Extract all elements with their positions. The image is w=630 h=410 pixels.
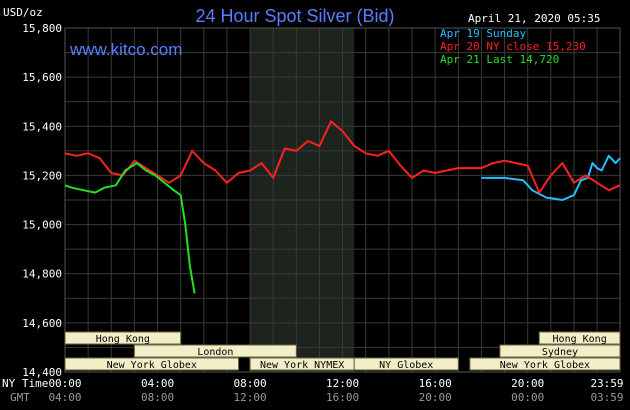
y-tick-label: 14,800 [22,268,62,281]
y-axis-unit: USD/oz [3,6,43,19]
session-bar-label: NY Globex [379,360,433,371]
x-axis-ticks: 00:0004:0004:0008:0008:0012:0012:0016:00… [48,377,623,404]
legend-entry-2: Apr 20 NY close 15,230 [440,40,586,53]
series-line-2 [64,120,621,194]
session-bar-label: Sydney [542,347,578,358]
x-tick-label-gmt: 08:00 [141,391,174,404]
x-tick-label-ny: 08:00 [234,377,267,390]
date-time-label: April 21, 2020 05:35 [468,12,600,25]
x-tick-label-ny: 20:00 [511,377,544,390]
gmt-label: GMT [10,391,30,404]
session-bar-label: Hong Kong [96,334,150,345]
x-tick-label-gmt: 20:00 [419,391,452,404]
y-tick-label: 15,000 [22,219,62,232]
y-tick-label: 14,400 [22,366,62,379]
legend-entry-1: Apr 19 Sunday [440,27,526,40]
x-tick-label-gmt: 04:00 [48,391,81,404]
x-tick-label-ny: 12:00 [326,377,359,390]
session-bar-label: New York Globex [107,360,197,371]
x-tick-label-ny: 00:00 [48,377,81,390]
session-bar-label: New York NYMEX [260,360,344,371]
session-bar [64,357,240,371]
y-tick-label: 15,800 [22,22,62,35]
y-tick-label: 15,600 [22,71,62,84]
session-bar-label: New York Globex [500,360,590,371]
session-bar [133,344,297,358]
session-bar-label: Hong Kong [553,334,607,345]
y-tick-label: 14,600 [22,317,62,330]
x-tick-label-ny: 23:59 [590,377,623,390]
x-tick-label-gmt: 00:00 [511,391,544,404]
series-line-1 [481,154,621,201]
chart-title: 24 Hour Spot Silver (Bid) [195,6,394,26]
legend-entry-3: Apr 21 Last 14,720 [440,53,559,66]
ny-time-label: NY Time [2,377,48,390]
x-tick-label-ny: 04:00 [141,377,174,390]
session-bar [353,357,459,371]
session-bar-label: London [197,347,233,358]
session-bar [64,331,182,345]
y-tick-label: 15,200 [22,169,62,182]
x-tick-label-gmt: 03:59 [590,391,623,404]
x-tick-label-gmt: 16:00 [326,391,359,404]
y-axis-ticks: 15,800 15,600 15,400 15,200 15,000 14,800 14,6… [22,22,62,379]
session-bar [499,344,621,358]
x-tick-label-ny: 16:00 [419,377,452,390]
x-tick-label-gmt: 12:00 [234,391,267,404]
plot-area [64,27,621,373]
website-label: www.kitco.com [69,40,182,59]
session-bar [469,357,621,371]
series-line-3 [64,162,196,294]
session-bar [538,331,621,345]
y-tick-label: 15,400 [22,120,62,133]
plot-frame [64,27,621,373]
